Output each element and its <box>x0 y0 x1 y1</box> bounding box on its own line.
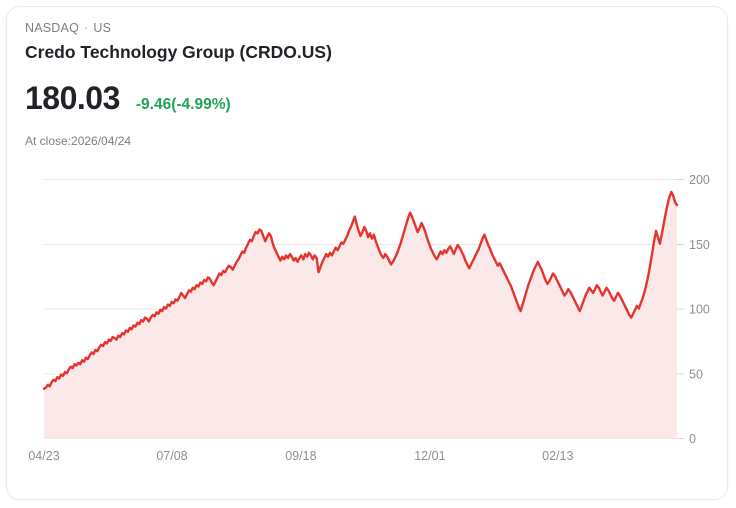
price-line <box>42 190 679 390</box>
region-label: US <box>93 21 112 35</box>
x-axis-tick-label: 02/13 <box>542 449 573 463</box>
area-fill <box>44 191 677 438</box>
y-axis-tick-label: 50 <box>689 367 703 381</box>
chart-line <box>42 190 679 390</box>
chart-y-axis: 0 50 100 150 200 <box>677 173 710 446</box>
current-price: 180.03 <box>25 80 120 116</box>
exchange-separator: · <box>84 21 89 35</box>
x-axis-tick-label: 12/01 <box>414 449 445 463</box>
y-axis-tick-label: 100 <box>689 303 710 317</box>
chart-x-axis: 04/23 07/08 09/18 12/01 02/13 <box>28 438 677 463</box>
price-change: -9.46(-4.99%) <box>135 96 231 113</box>
exchange-label: NASDAQ <box>25 21 79 35</box>
exchange-row: NASDAQ · US <box>25 19 705 37</box>
x-axis-tick-label: 04/23 <box>28 449 59 463</box>
chart-gridlines <box>44 179 677 439</box>
x-axis-tick-label: 09/18 <box>285 449 316 463</box>
stock-quote-card: NASDAQ · US Credo Technology Group (CRDO.U… <box>6 6 728 500</box>
y-axis-tick-label: 150 <box>689 238 710 252</box>
y-axis-tick-label: 0 <box>689 432 696 446</box>
quote-header: NASDAQ · US Credo Technology Group (CRDO.U… <box>25 19 705 149</box>
x-axis-tick-label: 07/08 <box>156 449 187 463</box>
page-title: Credo Technology Group (CRDO.US) <box>25 42 332 62</box>
market-status: At close:2026/04/24 <box>25 134 132 148</box>
quote-row: 180.03 -9.46(-4.99%) <box>25 79 705 117</box>
chart-area-fill <box>44 191 677 438</box>
y-axis-tick-label: 200 <box>689 173 710 187</box>
